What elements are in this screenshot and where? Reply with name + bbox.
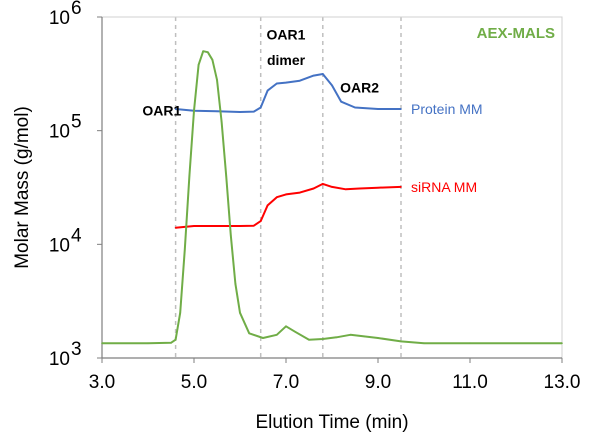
series-2-point [276, 333, 278, 336]
annotation-oar1-dimer-line2: dimer [267, 52, 306, 68]
series-1-point [266, 204, 269, 207]
series-1-point [174, 226, 177, 229]
series-1-point [299, 191, 301, 194]
series-2-point [308, 338, 310, 341]
y-tick-exponent: 6 [71, 0, 82, 19]
annotation-oar1: OAR1 [142, 103, 181, 119]
y-axis-title: Molar Mass (g/mol) [12, 106, 33, 269]
series-2-point [230, 234, 232, 237]
x-tick-label: 5.0 [181, 372, 207, 393]
series-0-point [354, 106, 356, 109]
series-2-point [211, 59, 214, 61]
y-tick-label: 10 [49, 349, 70, 370]
series-2-point [349, 333, 352, 336]
series-2-point [197, 63, 200, 66]
series-2-point [248, 332, 250, 335]
annotation-oar1-dimer-line1: OAR1 [267, 27, 306, 43]
x-tick-label: 9.0 [365, 372, 391, 393]
x-tick-label: 7.0 [273, 372, 299, 393]
series-2-point [225, 175, 227, 177]
series-2-point [363, 335, 366, 338]
annotation-oar2: OAR2 [340, 79, 379, 95]
series-0-point [253, 110, 255, 113]
series-2-point [239, 311, 241, 314]
series-0-point [299, 79, 301, 82]
y-tick-label: 10 [49, 122, 70, 143]
series-1-point [239, 225, 241, 227]
series-1-point [331, 186, 333, 188]
series-2-point [469, 342, 471, 344]
labels-layer: AEX-MALS Elution Time (min) Molar Mass (… [12, 25, 555, 433]
series-label-sirna-mm: siRNA MM [411, 179, 477, 195]
series-2-point [147, 342, 149, 344]
series-1-point [285, 193, 287, 196]
series-0-point [377, 108, 379, 110]
series-2-point [262, 337, 264, 339]
series-0-point [239, 111, 241, 113]
series-1-point [400, 186, 402, 188]
series-1-point [216, 225, 218, 227]
series-0-point [266, 89, 269, 92]
series-2-point [423, 342, 425, 344]
y-tick-exponent: 3 [71, 339, 82, 360]
series-2-point [561, 342, 563, 344]
chart-title: AEX-MALS [477, 25, 555, 42]
x-tick-label: 13.0 [544, 372, 581, 393]
series-2-point [193, 109, 195, 112]
series-0-point [340, 100, 343, 103]
series-1-point [345, 188, 347, 191]
series-2-point [377, 337, 379, 339]
series-1-point [312, 187, 315, 190]
series-1-point [193, 225, 195, 227]
series-label-protein-mm: Protein MM [411, 101, 483, 117]
series-1-point [377, 186, 379, 189]
series-2-point [234, 282, 237, 285]
series-1-point [322, 183, 324, 185]
y-tick-exponent: 5 [71, 112, 82, 133]
series-0-point [312, 74, 315, 77]
series-0-point [400, 108, 402, 110]
series-0-point [174, 108, 177, 110]
series-2-point [400, 340, 402, 343]
series-0-point [216, 110, 218, 113]
x-axis-title: Elution Time (min) [255, 412, 408, 433]
series-2-point [220, 120, 223, 123]
series-1-point [253, 224, 255, 227]
y-tick-exponent: 4 [71, 225, 82, 246]
series-2-point [285, 325, 287, 328]
series-0-point [285, 81, 287, 84]
series-2-point [294, 331, 297, 333]
series-0-point [276, 82, 278, 85]
series-2-point [174, 338, 177, 341]
x-tick-label: 11.0 [452, 372, 488, 393]
series-2-point [188, 175, 191, 177]
series-0-point [322, 73, 324, 75]
series-2-point [179, 311, 181, 314]
series-2-point [207, 51, 209, 54]
series-2-point [170, 342, 172, 344]
series-layer [101, 50, 563, 345]
series-1-point [276, 196, 278, 198]
x-tick-label: 3.0 [89, 372, 115, 393]
y-tick-label: 10 [49, 235, 70, 256]
y-tick-label: 10 [49, 8, 70, 29]
series-1-point [358, 187, 361, 190]
series-0-point [331, 84, 333, 87]
series-1-point [259, 220, 262, 222]
series-2-point [335, 336, 338, 339]
series-2-point [216, 79, 218, 81]
series-2-point [184, 248, 186, 251]
series-2-point [202, 50, 204, 53]
series-2-point [322, 338, 324, 340]
series-2-point [101, 342, 103, 344]
series-0-point [259, 106, 262, 109]
